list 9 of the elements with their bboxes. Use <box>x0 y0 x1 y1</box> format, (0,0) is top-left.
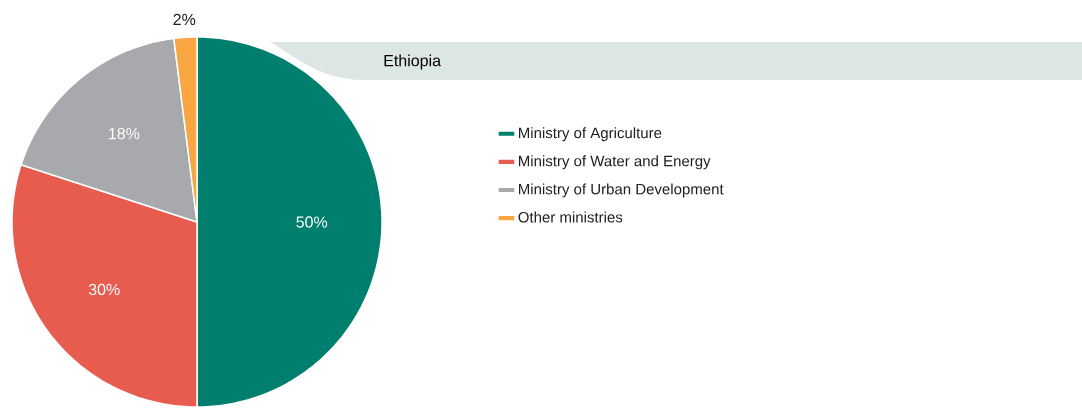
data-label: 50% <box>296 216 328 228</box>
data-label: 30% <box>88 283 120 296</box>
legend-label: Ministry of Water and Energy <box>519 155 711 170</box>
legend-label: Ministry of Urban Development <box>519 183 724 198</box>
text: Ethiopia <box>384 54 442 70</box>
legend-label: Other ministries <box>518 211 623 223</box>
data-label: 2% <box>173 13 196 26</box>
legend-label: Ministry of Agriculture <box>519 127 662 142</box>
data-label: 18% <box>109 127 140 140</box>
